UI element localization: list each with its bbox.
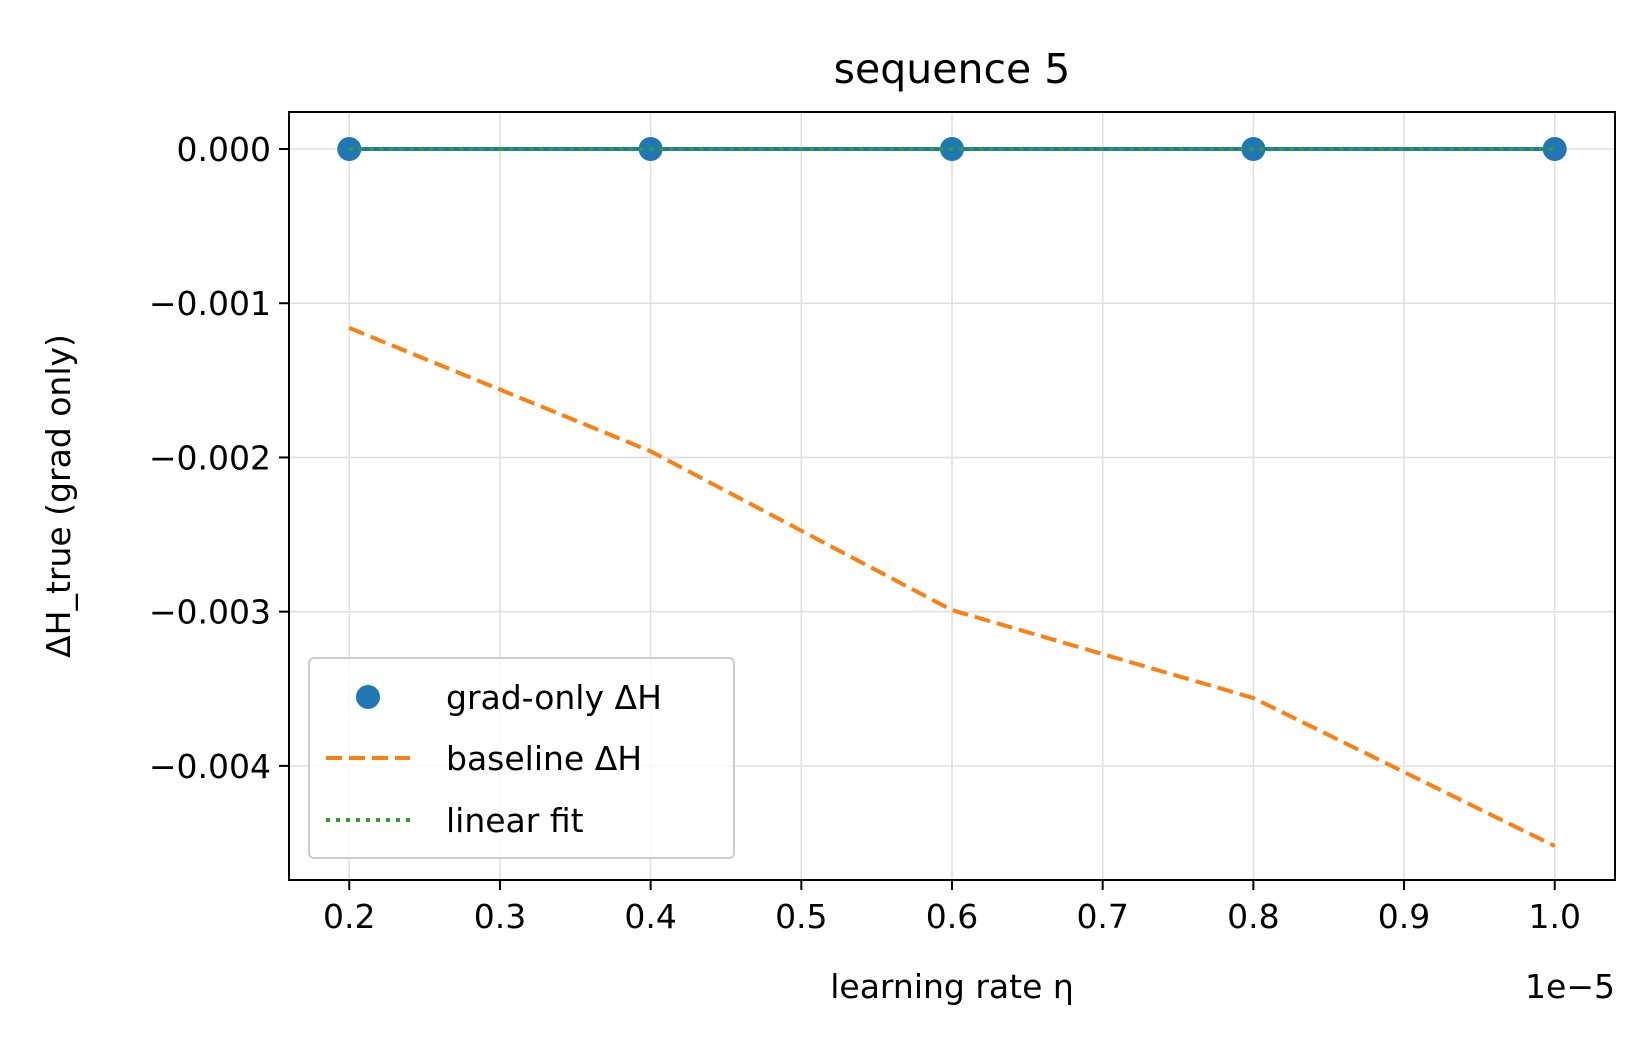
x-axis-offset-text: 1e−5 [1525,967,1615,1006]
x-tick-label: 1.0 [1528,897,1580,936]
legend-label-linear-fit: linear fit [446,801,584,840]
y-tick-label: 0.000 [177,130,271,169]
x-tick-label: 0.4 [624,897,676,936]
x-tick-label: 0.9 [1378,897,1430,936]
legend-label-baseline: baseline ΔH [446,739,642,778]
x-tick-label: 0.2 [323,897,375,936]
legend-label-grad-only: grad-only ΔH [446,678,662,717]
x-tick-label: 0.5 [775,897,827,936]
y-tick-label: −0.004 [149,747,271,786]
y-axis-label: ΔH_true (grad only) [39,334,78,658]
data-point-grad-only [1241,137,1266,162]
x-axis-label: learning rate η [830,967,1074,1006]
data-point-grad-only [1542,137,1567,162]
plot-series [337,137,1567,848]
x-tick-label: 0.6 [926,897,978,936]
y-tick-label: −0.003 [149,593,271,632]
y-tick-label: −0.002 [149,438,271,477]
legend-marker-grad-only [356,685,380,709]
y-tick-label: −0.001 [149,284,271,323]
x-tick-label: 0.7 [1076,897,1128,936]
chart-title: sequence 5 [834,45,1071,93]
legend: grad-only ΔH baseline ΔH linear fit [308,657,735,859]
x-tick-label: 0.8 [1227,897,1279,936]
x-tick-label: 0.3 [474,897,526,936]
legend-box [308,657,735,859]
axis-ticks: 0.2 0.3 0.4 0.5 0.6 0.7 0.8 0.9 1.0 0.000 −0.001 −0… [149,130,1581,936]
series-line-baseline [348,326,1556,848]
